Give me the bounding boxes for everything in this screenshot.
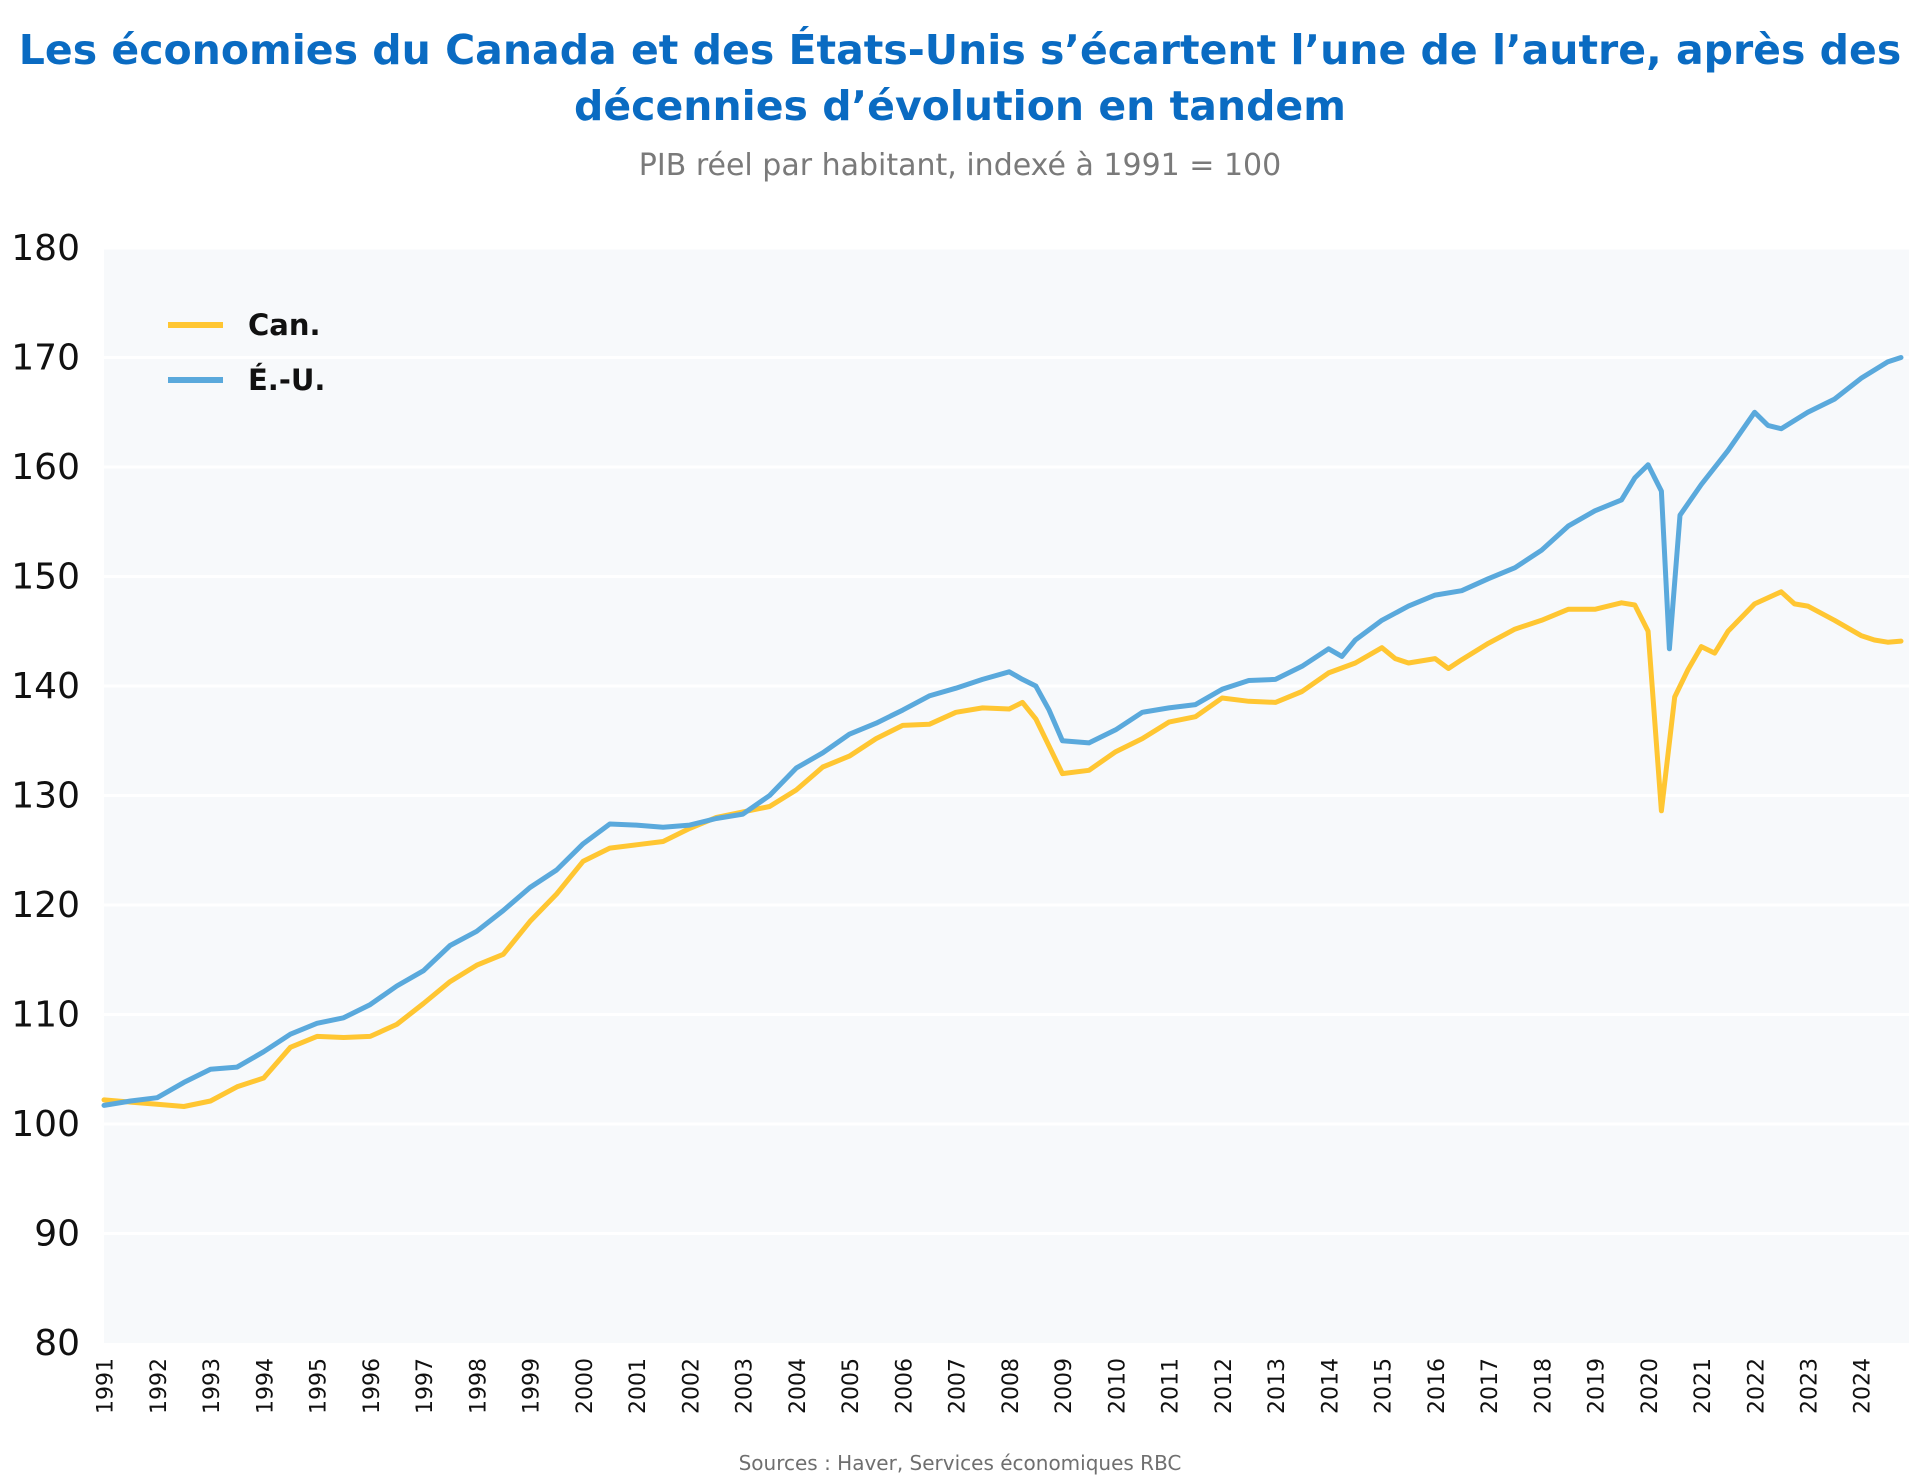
series-lines	[101, 355, 1904, 1109]
chart-source: Sources : Haver, Services économiques RB…	[738, 1451, 1182, 1475]
x-tick-label: 1996	[360, 1358, 385, 1414]
y-tick-label: 130	[11, 776, 80, 817]
x-tick-label: 2020	[1638, 1358, 1663, 1414]
x-tick-label: 1993	[200, 1358, 225, 1414]
x-tick-label: 1997	[413, 1358, 438, 1414]
usa-series-line	[101, 355, 1904, 1108]
x-tick-label: 2016	[1425, 1358, 1450, 1414]
y-tick-label: 90	[34, 1214, 80, 1255]
legend-label: É.-U.	[248, 363, 325, 397]
y-tick-label: 100	[11, 1104, 80, 1145]
x-tick-label: 2008	[999, 1358, 1024, 1414]
chart-title: Les économies du Canada et des États-Uni…	[18, 26, 1902, 130]
grid-lines	[104, 246, 1909, 1235]
x-tick-label: 2011	[1159, 1358, 1184, 1414]
x-tick-label: 1994	[253, 1358, 278, 1414]
x-tick-label: 1991	[94, 1358, 119, 1414]
x-axis: 1991 1992 1993 1994 1995 1996 1997 1998 1999 2000…	[94, 1358, 1876, 1414]
x-tick-label: 2003	[733, 1358, 758, 1414]
x-tick-label: 2017	[1478, 1358, 1503, 1414]
y-tick-label: 170	[11, 338, 80, 379]
y-tick-label: 120	[11, 885, 80, 926]
x-tick-label: 1992	[147, 1358, 172, 1414]
x-tick-label: 2004	[786, 1358, 811, 1414]
x-tick-label: 2015	[1372, 1358, 1397, 1414]
x-tick-label: 2013	[1265, 1358, 1290, 1414]
y-tick-label: 150	[11, 557, 80, 598]
y-tick-label: 140	[11, 666, 80, 707]
x-tick-label: 1999	[520, 1358, 545, 1414]
x-tick-label: 2001	[626, 1358, 651, 1414]
y-tick-label: 80	[34, 1323, 80, 1364]
x-tick-label: 2000	[573, 1358, 598, 1414]
y-tick-label: 110	[11, 995, 80, 1036]
x-tick-label: 2023	[1797, 1358, 1822, 1414]
legend: Can. É.-U.	[168, 308, 325, 397]
canada-series-line	[101, 589, 1904, 1109]
x-tick-label: 2009	[1052, 1358, 1077, 1414]
x-tick-label: 2024	[1851, 1358, 1876, 1414]
x-tick-label: 1998	[466, 1358, 491, 1414]
x-tick-label: 2021	[1691, 1358, 1716, 1414]
x-tick-label: 2010	[1105, 1358, 1130, 1414]
chart-subtitle: PIB réel par habitant, indexé à 1991 = 1…	[638, 148, 1282, 183]
x-tick-label: 2012	[1212, 1358, 1237, 1414]
x-tick-label: 2007	[946, 1358, 971, 1414]
y-tick-label: 160	[11, 447, 80, 488]
x-tick-label: 2019	[1585, 1358, 1610, 1414]
x-tick-label: 2022	[1744, 1358, 1769, 1414]
x-tick-label: 2014	[1318, 1358, 1343, 1414]
x-tick-label: 2002	[679, 1358, 704, 1414]
x-tick-label: 2006	[892, 1358, 917, 1414]
x-tick-label: 2018	[1531, 1358, 1556, 1414]
y-tick-label: 180	[11, 228, 80, 269]
legend-label: Can.	[248, 308, 321, 342]
y-axis: 80 90 100 110 120 130 140 150 160 170 180	[11, 228, 80, 1364]
x-tick-label: 2005	[839, 1358, 864, 1414]
x-tick-label: 1995	[307, 1358, 332, 1414]
